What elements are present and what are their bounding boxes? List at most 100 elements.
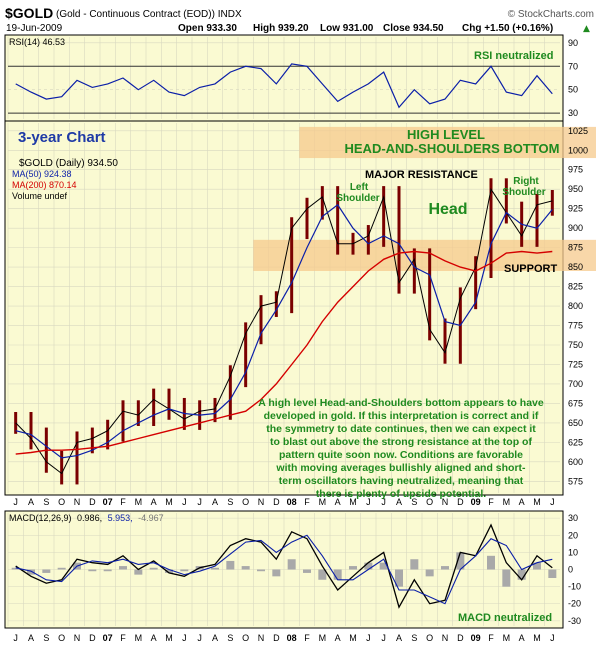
x-axis-label: S xyxy=(227,633,233,643)
rsi-line xyxy=(15,63,553,109)
x-axis-label: J xyxy=(381,633,386,643)
rsi-tick-label: 30 xyxy=(568,108,578,118)
x-axis-label: S xyxy=(227,497,233,507)
price-tick-label: 975 xyxy=(568,165,583,175)
x-axis-label: M xyxy=(503,497,511,507)
x-axis-label: S xyxy=(43,497,49,507)
macd-histogram-bar xyxy=(42,569,51,573)
x-axis-label: 08 xyxy=(287,497,297,507)
x-axis-label: J xyxy=(182,497,187,507)
macd-histogram-bar xyxy=(548,569,557,579)
commentary-line: with moving averages bullishly aligned a… xyxy=(275,462,526,474)
change-value: Chg +1.50 (+0.16%) xyxy=(462,23,553,34)
x-axis-label: 09 xyxy=(471,633,481,643)
macd-histogram-bar xyxy=(88,569,97,572)
macd-histogram-bar xyxy=(425,569,434,577)
macd-histogram-bar xyxy=(333,569,342,580)
x-axis-label: 09 xyxy=(471,497,481,507)
macd-value: 0.986, xyxy=(77,513,102,523)
macd-histogram-bar xyxy=(395,569,403,587)
rsi-tick-label: 70 xyxy=(568,61,578,71)
macd-histogram-bar xyxy=(165,569,173,573)
x-axis-label: M xyxy=(349,497,357,507)
x-axis-label: J xyxy=(197,497,202,507)
x-axis-label: D xyxy=(273,497,280,507)
price-tick-label: 600 xyxy=(568,457,583,467)
price-legend-ma200: MA(200) 870.14 xyxy=(12,180,77,190)
x-axis-label: D xyxy=(89,633,96,643)
right-shoulder-label-1: Right xyxy=(513,176,539,187)
support-label: SUPPORT xyxy=(504,263,557,275)
x-axis-label: J xyxy=(13,497,18,507)
price-tick-label: 650 xyxy=(568,418,583,428)
macd-histogram-bar xyxy=(257,569,265,572)
price-tick-label: 750 xyxy=(568,340,583,350)
price-tick-label: 875 xyxy=(568,243,583,253)
macd-histogram-bar xyxy=(487,555,495,570)
price-tick-label: 925 xyxy=(568,204,583,214)
price-legend-gold: $GOLD (Daily) 934.50 xyxy=(19,158,118,169)
ma200-line xyxy=(15,250,553,455)
macd-label: MACD(12,26,9) 0.986, 5.953, -4.967 xyxy=(9,513,164,523)
x-axis-label: F xyxy=(304,497,310,507)
x-axis-label: J xyxy=(182,633,187,643)
macd-histogram-bar xyxy=(410,559,419,570)
three-year-chart-title: 3-year Chart xyxy=(18,129,106,146)
x-axis-label: M xyxy=(503,633,511,643)
commentary-text: A high level Head-and-Shoulders bottom a… xyxy=(258,397,544,500)
commentary-line: to blast out above the strong resistance… xyxy=(270,436,532,448)
macd-histogram-bar xyxy=(502,569,511,587)
macd-histogram-bar xyxy=(533,562,541,570)
price-legend-volume: Volume undef xyxy=(12,191,68,201)
x-axis-label: A xyxy=(519,633,525,643)
histogram-value: -4.967 xyxy=(138,513,164,523)
close-value: Close 934.50 xyxy=(383,23,444,34)
pattern-title-line-1: HIGH LEVEL xyxy=(407,127,485,142)
x-axis-label: A xyxy=(151,497,157,507)
ma50-line xyxy=(15,203,553,459)
support-zone xyxy=(253,239,597,271)
price-tick-label: 950 xyxy=(568,184,583,194)
x-axis-label: D xyxy=(457,497,464,507)
price-tick-label: 850 xyxy=(568,262,583,272)
x-axis-label: N xyxy=(442,633,449,643)
x-axis-label: F xyxy=(488,497,494,507)
x-axis-label: O xyxy=(242,497,249,507)
x-axis-label: M xyxy=(319,497,327,507)
macd-histogram-bar xyxy=(226,560,235,570)
x-axis-label: S xyxy=(411,497,417,507)
resistance-zone xyxy=(299,126,596,159)
left-shoulder-label-2: Shoulder xyxy=(336,193,379,204)
rsi-tick-label: 50 xyxy=(568,85,578,95)
grid-layer xyxy=(7,37,560,626)
x-axis-label: J xyxy=(366,633,371,643)
x-axis-label: O xyxy=(426,497,433,507)
macd-tick-label: -10 xyxy=(568,582,581,592)
macd-tick-label: -20 xyxy=(568,599,581,609)
zone-layer xyxy=(253,126,597,271)
x-axis-label: M xyxy=(135,497,143,507)
macd-tick-label: 30 xyxy=(568,513,578,523)
macd-histogram-bar xyxy=(272,569,281,577)
gold-price-line xyxy=(15,187,553,475)
x-axis-label: O xyxy=(242,633,249,643)
price-tick-label: 1025 xyxy=(568,126,588,136)
macd-signal-line xyxy=(15,534,553,605)
macd-neutralized-note: MACD neutralized xyxy=(458,612,552,624)
price-tick-label: 700 xyxy=(568,379,583,389)
x-axis-label: 07 xyxy=(103,633,113,643)
x-axis-label: O xyxy=(58,633,65,643)
x-axis-label: A xyxy=(212,633,218,643)
x-axis-label: S xyxy=(411,633,417,643)
x-axis-label: N xyxy=(74,497,81,507)
x-axis-label: 08 xyxy=(287,633,297,643)
x-axis-label: 07 xyxy=(103,497,113,507)
commentary-line: developed in gold. If this interpretatio… xyxy=(264,410,539,422)
macd-histogram-bar xyxy=(517,569,526,580)
symbol-label: $GOLD xyxy=(5,5,53,21)
x-axis-label: O xyxy=(426,633,433,643)
commentary-line: A high level Head-and-Shoulders bottom a… xyxy=(258,397,544,409)
x-axis-label: A xyxy=(396,633,402,643)
low-value: Low 931.00 xyxy=(320,23,374,34)
x-axis-label: A xyxy=(335,633,341,643)
